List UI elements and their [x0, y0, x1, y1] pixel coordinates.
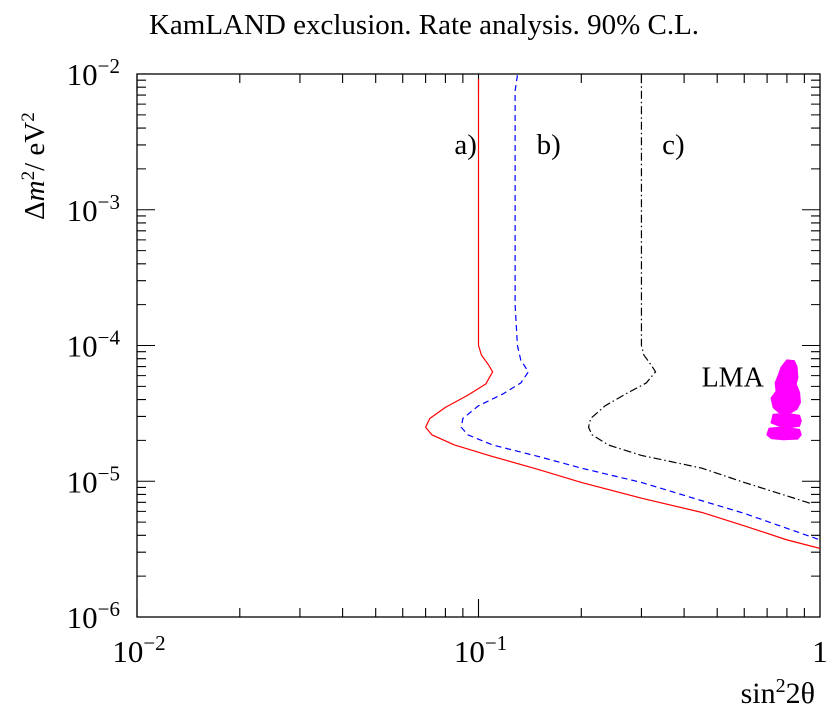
y-tick-label-exp: −5 [98, 461, 120, 485]
x-tick-label: 10−2 [112, 631, 165, 669]
y-tick-label: 10−3 [67, 190, 120, 228]
tick-labels: 10−610−510−410−310−210−2 10−1 1 [67, 54, 828, 669]
y-axis-label-sup2: 2 [18, 112, 39, 122]
y-tick-label-base: 10 [67, 57, 98, 92]
x-axis-label-sup: 2 [776, 675, 786, 697]
y-tick-label-exp: −2 [98, 54, 120, 78]
lma-region [766, 426, 802, 441]
x-tick-label: 10−1 [454, 631, 507, 669]
series-label: c) [662, 129, 685, 161]
series-line [587, 75, 813, 505]
chart-title: KamLAND exclusion. Rate analysis. 90% C.… [149, 9, 699, 41]
y-axis-label-sup: 2 [18, 171, 39, 181]
series-label: a) [454, 129, 477, 161]
lma-label: LMA [702, 363, 765, 394]
y-axis-label-delta: Δ [19, 201, 51, 220]
x-tick-label: 1 [812, 634, 828, 669]
y-tick-label-base: 10 [67, 329, 98, 364]
regions [766, 359, 802, 441]
axis-ticks [136, 74, 820, 618]
x-tick-label-exp: −2 [143, 631, 165, 655]
x-axis-label-base: sin [741, 677, 776, 710]
y-axis-label: Δm2/ eV2 [18, 112, 52, 220]
y-tick-label-exp: −6 [98, 597, 120, 621]
series-label: b) [537, 129, 561, 161]
y-tick-label: 10−5 [67, 461, 120, 499]
y-tick-label-exp: −4 [98, 326, 121, 350]
y-axis-label-rest: / eV [19, 122, 51, 171]
y-axis-label-m: m [19, 180, 51, 201]
lma-region [770, 359, 801, 414]
y-tick-label: 10−6 [67, 597, 120, 635]
y-tick-label-exp: −3 [98, 190, 120, 214]
x-tick-label-base: 10 [112, 634, 143, 669]
series-labels: LMA a) b) c) [454, 129, 764, 394]
x-axis-label: sin22θ [741, 675, 815, 710]
x-axis-label-rest: 2θ [786, 677, 815, 710]
y-tick-label: 10−2 [67, 54, 120, 92]
series [425, 75, 820, 550]
y-tick-label-base: 10 [67, 464, 98, 499]
y-tick-label-base: 10 [67, 193, 98, 228]
series-line [460, 75, 820, 541]
lma-region [770, 412, 802, 428]
x-tick-label-base: 1 [812, 634, 828, 669]
series-line [425, 78, 820, 550]
x-tick-label-base: 10 [454, 634, 485, 669]
x-tick-label-exp: −1 [485, 631, 507, 655]
y-tick-label: 10−4 [67, 326, 121, 364]
y-tick-label-base: 10 [67, 600, 98, 635]
